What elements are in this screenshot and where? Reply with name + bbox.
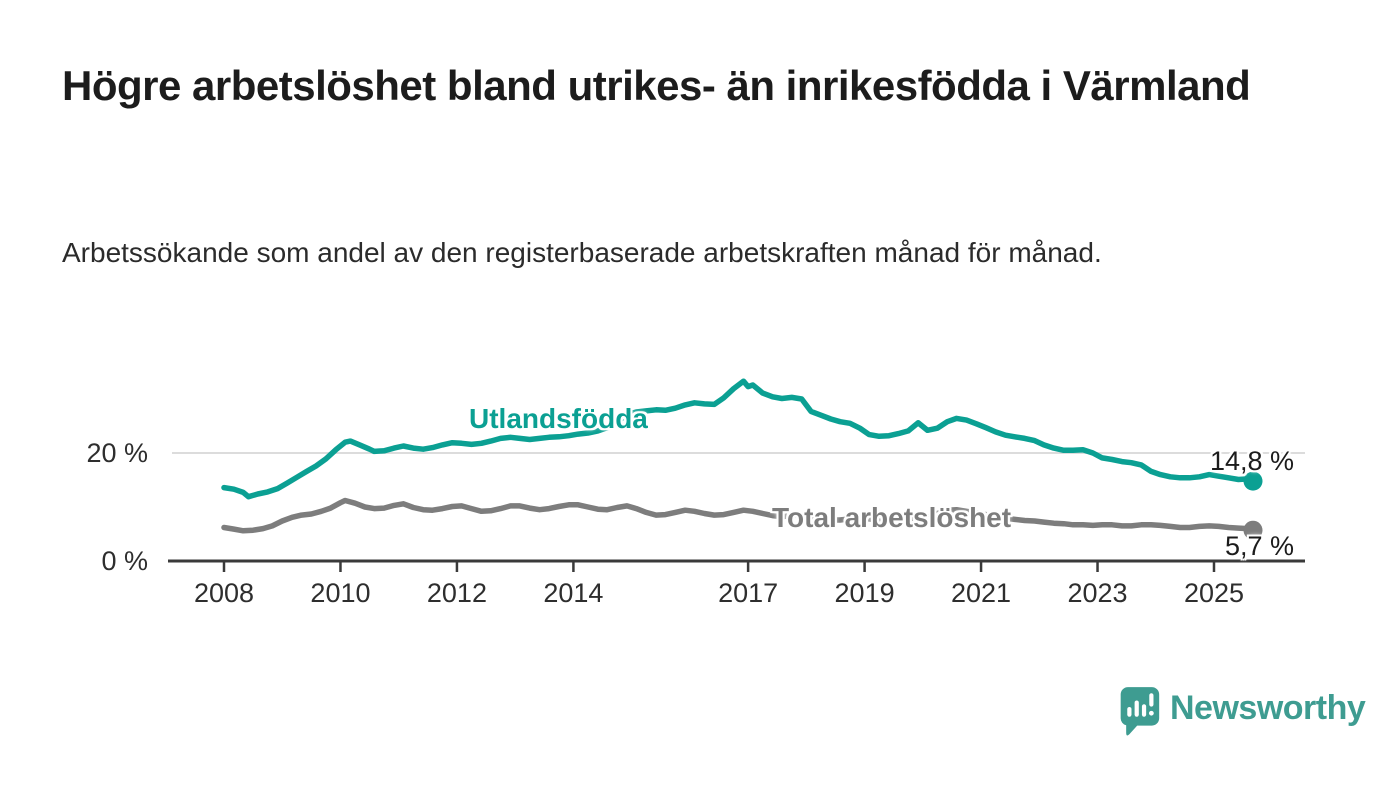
x-tick-label-2025: 2025 — [1183, 578, 1245, 608]
newsworthy-logo-text: Newsworthy — [1170, 688, 1366, 727]
series-label-total-arbetsloshet: Total arbetslöshet — [772, 502, 1012, 533]
x-tick-label-2012: 2012 — [426, 578, 487, 608]
x-tick-label-2010: 2010 — [310, 578, 371, 608]
page-title: Högre arbetslöshet bland utrikes- än inr… — [62, 62, 1251, 109]
series-line-0 — [221, 378, 1256, 500]
y-axis-label-0: 0 % — [101, 546, 148, 576]
x-tick-label-2008: 2008 — [193, 578, 255, 608]
x-tick-label-2017: 2017 — [718, 578, 779, 608]
newsworthy-logo: Newsworthy — [1117, 682, 1366, 738]
page-subtitle: Arbetssökande som andel av den registerb… — [62, 237, 1102, 268]
x-tick-label-2019: 2019 — [834, 578, 895, 608]
newsworthy-logo-icon — [1120, 687, 1160, 736]
series-label-utlandsfodda: Utlandsfödda — [469, 403, 648, 434]
end-value-label-utlandsfodda: 14,8 % — [1209, 446, 1294, 476]
series-line-1 — [221, 497, 1256, 534]
series-end-dot-1 — [1243, 520, 1263, 540]
series-end-dot-0 — [1243, 471, 1263, 491]
x-tick-label-2014: 2014 — [543, 578, 604, 608]
x-tick-label-2023: 2023 — [1067, 578, 1128, 608]
y-axis-label-20: 20 % — [86, 438, 148, 468]
end-value-label-total: 5,7 % — [1224, 531, 1294, 561]
x-tick-label-2021: 2021 — [951, 578, 1012, 608]
